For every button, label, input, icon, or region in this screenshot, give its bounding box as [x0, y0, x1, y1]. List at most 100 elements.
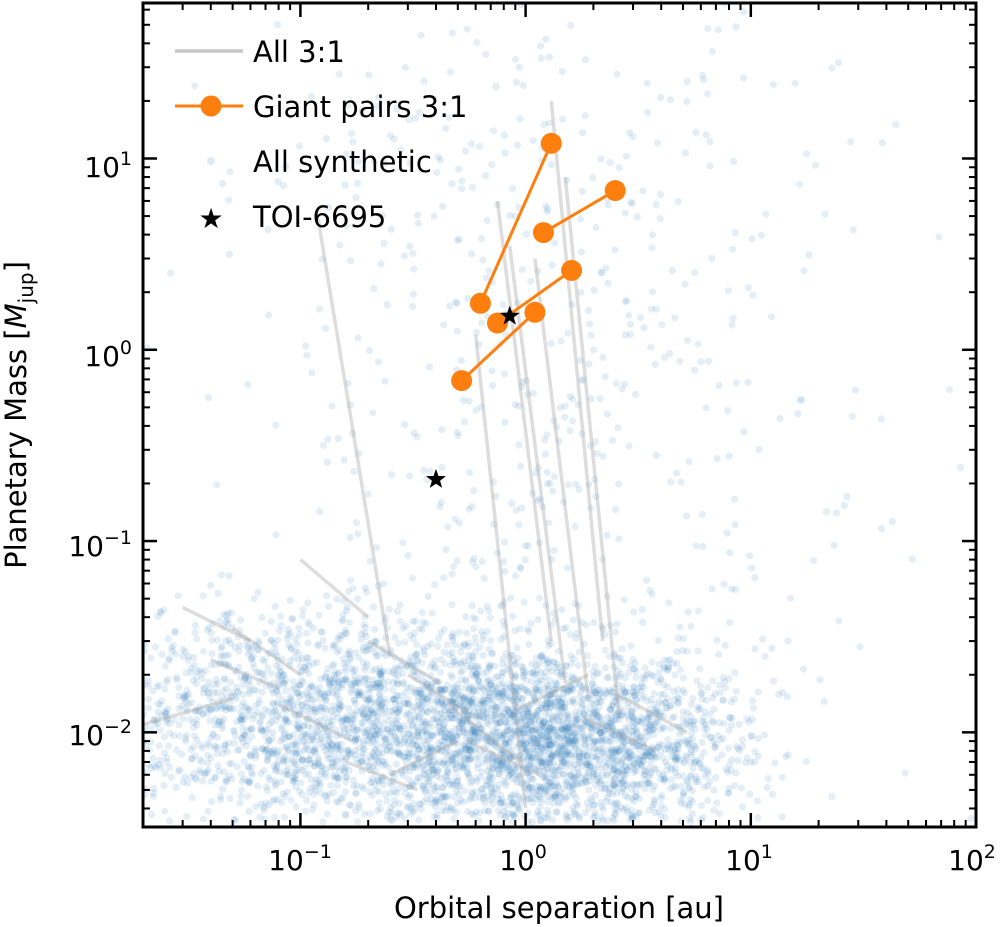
- synthetic-point: [309, 683, 317, 691]
- synthetic-point: [538, 731, 546, 739]
- synthetic-point: [295, 749, 304, 757]
- synthetic-point: [323, 741, 331, 749]
- synthetic-point: [603, 769, 611, 778]
- synthetic-point: [375, 722, 383, 730]
- synthetic-point: [431, 657, 439, 665]
- synthetic-point: [820, 697, 828, 706]
- synthetic-point: [360, 738, 368, 746]
- synthetic-point: [541, 813, 549, 822]
- synthetic-point: [85, 793, 92, 800]
- synthetic-point: [336, 731, 344, 739]
- synthetic-point: [484, 741, 492, 750]
- synthetic-point: [155, 681, 163, 690]
- synthetic-point: [529, 667, 538, 676]
- synthetic-point: [335, 704, 343, 712]
- synthetic-point: [504, 727, 512, 735]
- synthetic-point: [279, 790, 287, 798]
- synthetic-point: [546, 691, 554, 699]
- synthetic-point: [642, 752, 650, 760]
- synthetic-point: [239, 724, 247, 732]
- synthetic-point: [676, 666, 684, 674]
- synthetic-point: [507, 651, 515, 660]
- synthetic-point: [118, 807, 125, 814]
- synthetic-point: [697, 358, 705, 366]
- synthetic-point: [409, 617, 417, 625]
- synthetic-point: [459, 716, 467, 724]
- synthetic-point: [371, 745, 379, 753]
- synthetic-point: [608, 723, 616, 731]
- synthetic-point: [414, 219, 422, 227]
- synthetic-point: [333, 635, 342, 643]
- synthetic-point: [130, 680, 137, 687]
- synthetic-point: [622, 770, 630, 778]
- synthetic-point: [198, 777, 207, 785]
- synthetic-point: [504, 692, 512, 700]
- synthetic-point: [450, 737, 458, 745]
- synthetic-point: [596, 756, 604, 764]
- synthetic-point: [527, 619, 535, 627]
- synthetic-point: [571, 522, 579, 531]
- synthetic-point: [744, 284, 752, 292]
- synthetic-point: [448, 180, 456, 188]
- synthetic-point: [165, 656, 173, 664]
- synthetic-point: [794, 410, 802, 418]
- synthetic-point: [284, 771, 292, 779]
- synthetic-point: [332, 774, 340, 783]
- synthetic-point: [120, 778, 127, 785]
- synthetic-point: [312, 775, 320, 783]
- synthetic-point: [460, 700, 468, 709]
- synthetic-point: [591, 736, 599, 744]
- synthetic-point: [420, 692, 428, 700]
- synthetic-point: [377, 682, 385, 691]
- synthetic-point: [489, 757, 497, 766]
- synthetic-point: [191, 621, 199, 630]
- synthetic-point: [383, 725, 391, 733]
- synthetic-point: [638, 718, 646, 726]
- synthetic-point: [322, 765, 330, 773]
- synthetic-point: [233, 688, 242, 696]
- synthetic-point: [668, 266, 677, 274]
- synthetic-point: [536, 652, 544, 661]
- synthetic-point: [273, 751, 281, 760]
- synthetic-point: [207, 629, 215, 637]
- synthetic-point: [343, 773, 351, 781]
- synthetic-point: [214, 589, 222, 598]
- synthetic-point: [395, 722, 403, 730]
- synthetic-point: [520, 713, 528, 721]
- synthetic-point: [720, 580, 728, 588]
- synthetic-point: [512, 690, 521, 698]
- synthetic-point: [348, 682, 356, 690]
- synthetic-point: [280, 671, 288, 679]
- synthetic-point: [650, 765, 658, 773]
- synthetic-point: [698, 689, 706, 697]
- synthetic-point: [471, 726, 479, 735]
- synthetic-point: [212, 675, 220, 684]
- synthetic-point: [417, 758, 425, 767]
- synthetic-point: [564, 723, 572, 731]
- synthetic-point: [536, 732, 545, 740]
- synthetic-point: [314, 721, 322, 730]
- synthetic-point: [562, 662, 570, 670]
- synthetic-point: [408, 732, 416, 740]
- synthetic-point: [381, 613, 389, 621]
- synthetic-point: [517, 715, 526, 723]
- synthetic-point: [521, 739, 529, 748]
- synthetic-point: [274, 796, 282, 804]
- synthetic-point: [481, 806, 489, 815]
- synthetic-point: [515, 806, 524, 814]
- synthetic-point: [153, 715, 161, 723]
- synthetic-point: [469, 558, 477, 566]
- synthetic-point: [350, 697, 358, 705]
- synthetic-point: [166, 764, 174, 772]
- synthetic-point: [324, 688, 332, 696]
- synthetic-point: [620, 805, 628, 814]
- synthetic-point: [455, 165, 463, 173]
- synthetic-point: [601, 686, 610, 695]
- synthetic-point: [317, 736, 325, 744]
- synthetic-point: [505, 756, 513, 764]
- synthetic-points: [85, 3, 975, 826]
- synthetic-point: [324, 677, 333, 685]
- synthetic-point: [647, 771, 655, 779]
- synthetic-point: [237, 792, 245, 800]
- synthetic-point: [244, 642, 252, 650]
